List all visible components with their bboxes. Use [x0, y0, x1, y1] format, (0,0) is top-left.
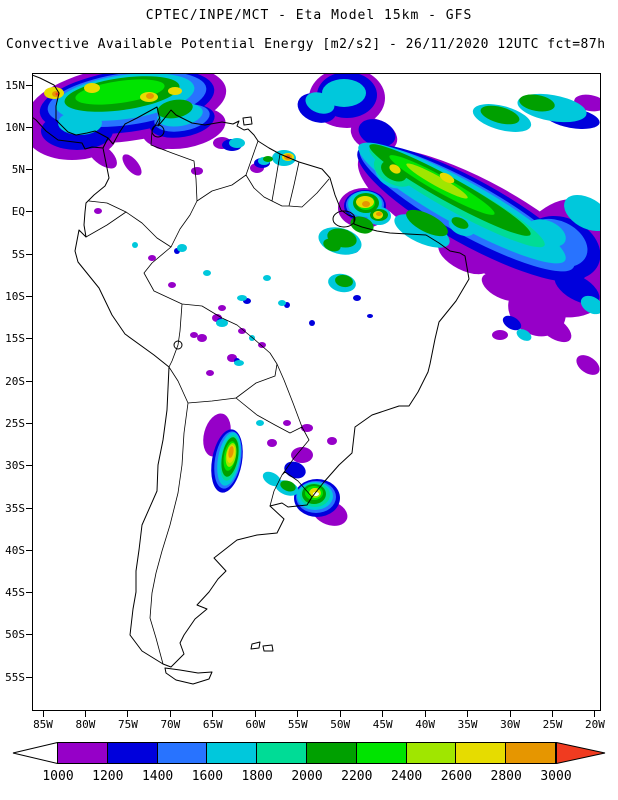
- colorbar-level-label: 1200: [92, 769, 124, 784]
- lon-tick-label: 45W: [372, 718, 393, 731]
- lon-tick-label: 20W: [585, 718, 605, 731]
- lat-tick-label: 55S: [5, 670, 25, 684]
- lat-tick: [26, 634, 32, 636]
- lon-tick: [297, 711, 299, 717]
- lon-tick: [424, 711, 426, 717]
- lon-tick-label: 30W: [500, 718, 520, 731]
- colorbar-level-label: 2400: [390, 769, 423, 784]
- colorbar-level-label: 2200: [341, 769, 373, 784]
- lat-tick: [26, 676, 32, 678]
- lat-tick-label: 30S: [5, 459, 25, 473]
- lat-tick-label: 25S: [5, 416, 25, 430]
- lon-tick-label: 60W: [245, 718, 266, 731]
- lat-tick-label: EQ: [11, 205, 25, 219]
- colorbar-segment-2000: [305, 742, 357, 764]
- islands-coastline: [164, 116, 274, 685]
- lat-tick: [26, 549, 32, 551]
- lon-tick: [509, 711, 511, 717]
- lon-tick-label: 25W: [542, 718, 563, 731]
- lon-tick-label: 70W: [160, 718, 181, 731]
- lon-tick: [84, 711, 86, 717]
- lon-tick-label: 50W: [330, 718, 351, 731]
- colorbar-level-label: 1000: [42, 769, 74, 784]
- colorbar-segment-1400: [156, 742, 208, 764]
- colorbar-segment-2800: [505, 742, 556, 764]
- lon-tick-label: 40W: [415, 718, 436, 731]
- lon-tick-label: 55W: [287, 718, 308, 731]
- lat-tick-label: 15N: [5, 78, 25, 92]
- colorbar-segment-2400: [405, 742, 457, 764]
- lat-tick: [26, 253, 32, 255]
- colorbar: [12, 742, 606, 764]
- cbar-levels: 1000 1200 1400 1600 1800 2000 2200 2400 2600 2800…: [12, 769, 606, 785]
- map-frame: [32, 73, 601, 711]
- lat-tick: [26, 296, 32, 297]
- lat-tick: [26, 422, 32, 424]
- colorbar-level-label: 1600: [191, 769, 224, 784]
- lat-tick-label: 50S: [5, 628, 25, 642]
- lon-tick-label: 75W: [117, 718, 138, 731]
- lat-tick-label: 10S: [5, 290, 25, 303]
- lat-tick-label: 5S: [11, 247, 25, 261]
- lon-tick: [42, 711, 44, 717]
- lon-tick: [254, 711, 256, 717]
- central-america-coastline: [32, 74, 109, 150]
- colorbar-level-label: 1800: [241, 769, 273, 784]
- lat-tick: [26, 338, 32, 340]
- colorbar-level-label: 2600: [440, 769, 473, 784]
- lat-tick-label: 15S: [5, 332, 25, 346]
- lat-tick-label: 40S: [5, 543, 25, 557]
- lon-tick: [212, 711, 214, 717]
- lon-tick: [339, 711, 341, 717]
- colorbar-level-label: 2000: [291, 769, 323, 784]
- cape-shading: [32, 73, 601, 526]
- coastlines: [32, 74, 470, 685]
- lon-tick-label: 80W: [75, 718, 96, 731]
- lat-tick: [26, 126, 32, 128]
- lat-tick-label: 20S: [5, 374, 25, 388]
- lon-tick: [127, 711, 129, 717]
- lat-tick: [26, 211, 32, 213]
- colorbar-segment-1200: [106, 742, 158, 764]
- subtitle-variable-datetime: Convective Available Potential Energy [m…: [6, 37, 606, 52]
- cbar-segments: [57, 742, 556, 764]
- lat-tick-label: 35S: [5, 501, 25, 515]
- lat-tick: [26, 84, 32, 86]
- lon-tick: [169, 711, 171, 717]
- colorbar-level-label: 3000: [540, 769, 572, 784]
- colorbar-segment-2200: [355, 742, 407, 764]
- marajo-island: [332, 210, 356, 228]
- lat-tick: [26, 465, 32, 467]
- lat-tick: [26, 507, 32, 509]
- lat-tick-label: 45S: [5, 586, 25, 600]
- map-canvas: [32, 73, 601, 685]
- lon-tick-label: 65W: [202, 718, 223, 731]
- lake-titicaca: [173, 340, 183, 350]
- lat-tick: [26, 380, 32, 382]
- colorbar-segment-1800: [256, 742, 307, 764]
- lon-tick: [382, 711, 384, 717]
- lat-tick-label: 5N: [11, 163, 25, 177]
- south-america-coastline: [74, 106, 470, 668]
- colorbar-segment-2600: [455, 742, 507, 764]
- lon-tick-label: 85W: [33, 718, 53, 731]
- lon-tick: [467, 711, 469, 717]
- colorbar-segment-1600: [206, 742, 258, 764]
- colorbar-segment-1000: [57, 742, 108, 764]
- colorbar-level-label: 1400: [141, 769, 174, 784]
- country-borders: [85, 116, 330, 665]
- lon-tick: [552, 711, 554, 717]
- colorbar-above-arrow-icon: [556, 742, 606, 764]
- page-title: CPTEC/INPE/MCT - Eta Model 15km - GFS: [145, 8, 473, 23]
- lon-tick: [594, 711, 596, 717]
- lat-tick: [26, 592, 32, 594]
- lon-tick-label: 35W: [457, 718, 478, 731]
- colorbar-level-label: 2800: [490, 769, 522, 784]
- colorbar-below-arrow-icon: [12, 742, 58, 764]
- lat-tick: [26, 169, 32, 171]
- lat-tick-label: 10N: [5, 120, 25, 134]
